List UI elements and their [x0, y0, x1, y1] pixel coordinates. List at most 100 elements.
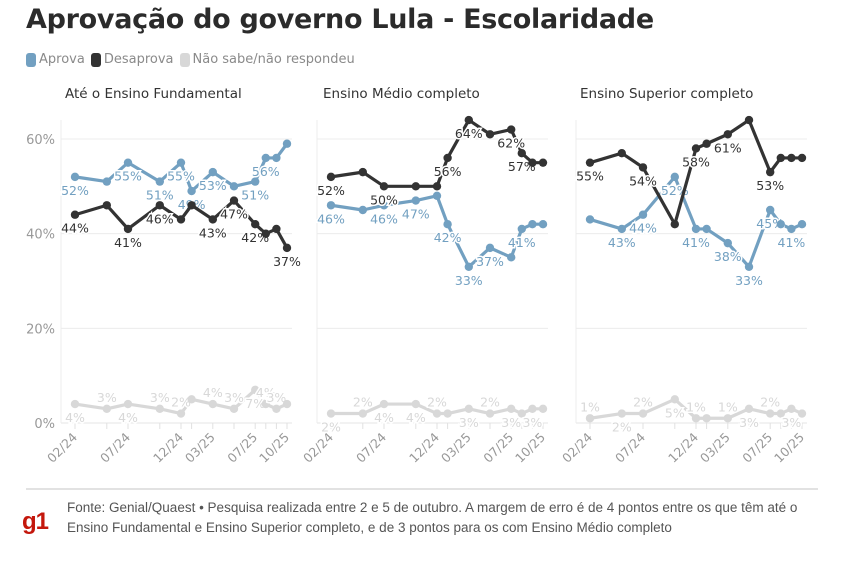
data-label: 51%	[241, 188, 269, 203]
data-point	[517, 224, 526, 234]
data-label: 50%	[370, 192, 398, 207]
x-tick-label: 12/24	[406, 429, 442, 465]
data-label: 4%	[118, 410, 138, 425]
data-label: 47%	[220, 207, 248, 222]
x-tick-label: 03/25	[697, 430, 733, 466]
data-point	[229, 182, 239, 191]
data-point	[617, 149, 626, 158]
data-label: 4%	[406, 410, 426, 425]
data-point	[528, 158, 537, 167]
data-label: 4%	[203, 385, 223, 400]
data-point	[670, 220, 679, 229]
data-label: 2%	[633, 395, 653, 410]
data-label: 46%	[146, 211, 174, 226]
data-label: 41%	[508, 235, 536, 250]
series-n-o-sabe-n-o-respondeu: 4%3%4%3% 2%4% 3% 7%4%3%	[64, 384, 292, 427]
data-point	[261, 153, 270, 163]
data-label: 33%	[455, 273, 483, 288]
data-point	[787, 153, 796, 163]
x-tick-label: 07/25	[224, 430, 260, 466]
data-point	[528, 220, 537, 229]
data-point	[251, 220, 260, 229]
data-label: 43%	[608, 235, 636, 250]
legend-swatch-desaprova	[90, 52, 101, 67]
y-tick-label: 20%	[26, 322, 55, 337]
data-point	[326, 201, 336, 210]
g1-logo: g1	[22, 508, 49, 535]
x-tick-label: 07/24	[612, 429, 648, 465]
data-point	[411, 182, 420, 191]
data-label: 56%	[252, 164, 280, 179]
data-label: 44%	[629, 221, 657, 236]
data-point	[443, 153, 452, 163]
data-label: 4%	[374, 410, 394, 425]
data-label: 42%	[434, 230, 462, 245]
data-point	[251, 177, 260, 186]
data-point	[723, 130, 732, 139]
data-point	[443, 220, 452, 229]
data-label: 37%	[476, 254, 504, 269]
data-label: 54%	[629, 173, 657, 188]
data-point	[187, 186, 196, 196]
data-point	[326, 409, 336, 418]
x-tick-label: 02/24	[44, 429, 80, 465]
panel-title: Ensino Médio completo	[323, 86, 480, 102]
panel-title: Ensino Superior completo	[580, 86, 753, 102]
data-point	[102, 177, 112, 186]
data-label: 53%	[756, 178, 784, 193]
data-point	[229, 404, 239, 413]
data-point	[155, 177, 164, 186]
footer-source-note: Fonte: Genial/Quaest • Pesquisa realizad…	[67, 500, 798, 535]
data-label: 3%	[501, 415, 521, 430]
series-aprova: 43%44%52%41%38%33%45%41%	[585, 172, 807, 289]
data-point	[744, 115, 754, 125]
y-tick-label: 40%	[26, 228, 55, 243]
data-point	[464, 404, 473, 413]
legend-item-aprova: Aprova	[26, 52, 85, 67]
legend-label-aprova: Aprova	[39, 52, 85, 67]
x-tick-label: 03/25	[438, 430, 474, 466]
legend-item-nao-sabe: Não sabe/não respondeu	[179, 52, 355, 67]
data-point	[702, 224, 711, 234]
legend-label-nao-sabe: Não sabe/não respondeu	[192, 52, 355, 67]
data-label: 4%	[65, 410, 85, 425]
data-label: 41%	[114, 235, 142, 250]
data-point	[691, 224, 701, 234]
data-label: 2%	[321, 420, 341, 435]
data-label: 1%	[686, 399, 706, 414]
data-label: 41%	[682, 235, 710, 250]
data-label: 2%	[171, 395, 191, 410]
data-label: 55%	[576, 169, 604, 184]
data-label: 41%	[778, 235, 806, 250]
data-point	[517, 149, 526, 158]
data-point	[507, 404, 516, 413]
data-point	[585, 158, 595, 167]
data-label: 3%	[522, 415, 542, 430]
data-point	[102, 201, 112, 210]
data-point	[744, 262, 754, 271]
data-point	[261, 399, 270, 409]
data-point	[123, 224, 133, 234]
x-tick-label: 07/24	[97, 429, 133, 465]
data-point	[282, 399, 292, 409]
data-point	[787, 224, 796, 234]
data-label: 62%	[497, 136, 525, 151]
data-point	[432, 409, 442, 418]
data-label: 47%	[402, 207, 430, 222]
x-tick-label: 03/25	[182, 430, 218, 466]
data-label: 52%	[317, 183, 345, 198]
data-label: 58%	[682, 154, 710, 169]
data-point	[155, 201, 164, 210]
legend-swatch-aprova	[26, 52, 36, 67]
data-label: 7%	[245, 396, 265, 411]
data-point	[485, 409, 495, 418]
data-label: 3%	[739, 415, 759, 430]
data-label: 45%	[756, 216, 784, 231]
data-point	[411, 196, 420, 205]
data-point	[617, 224, 626, 234]
data-label: 53%	[199, 178, 227, 193]
data-point	[702, 414, 711, 423]
data-point	[766, 205, 775, 215]
data-point	[411, 399, 420, 409]
